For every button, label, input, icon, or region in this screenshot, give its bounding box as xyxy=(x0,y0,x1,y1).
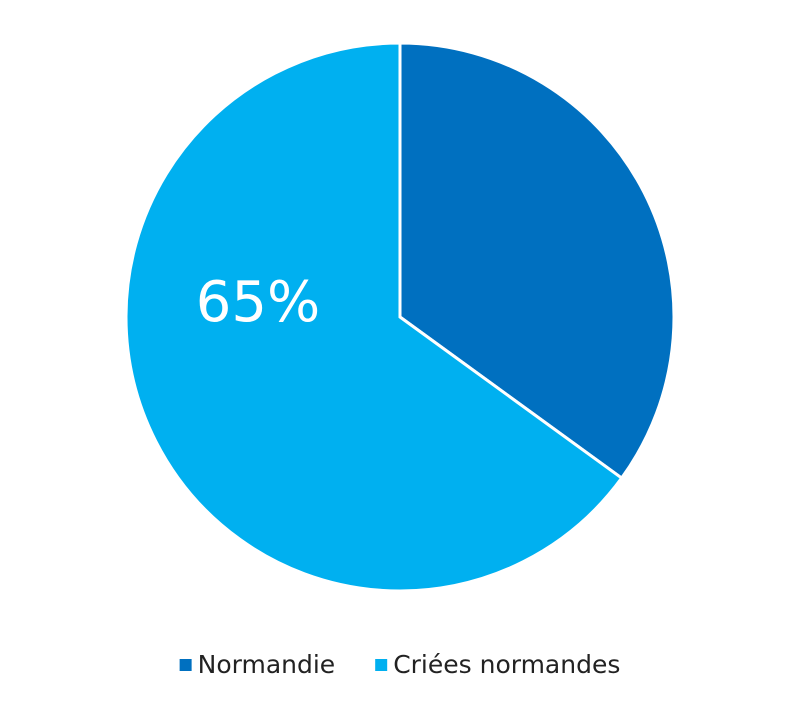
legend-label: Normandie xyxy=(198,650,336,679)
legend-swatch xyxy=(375,659,388,671)
slice-label: 65% xyxy=(196,270,320,335)
pie-slice xyxy=(124,41,624,593)
pie-slice xyxy=(398,41,676,481)
legend-label: Criées normandes xyxy=(393,650,620,679)
legend-swatch xyxy=(179,659,192,671)
